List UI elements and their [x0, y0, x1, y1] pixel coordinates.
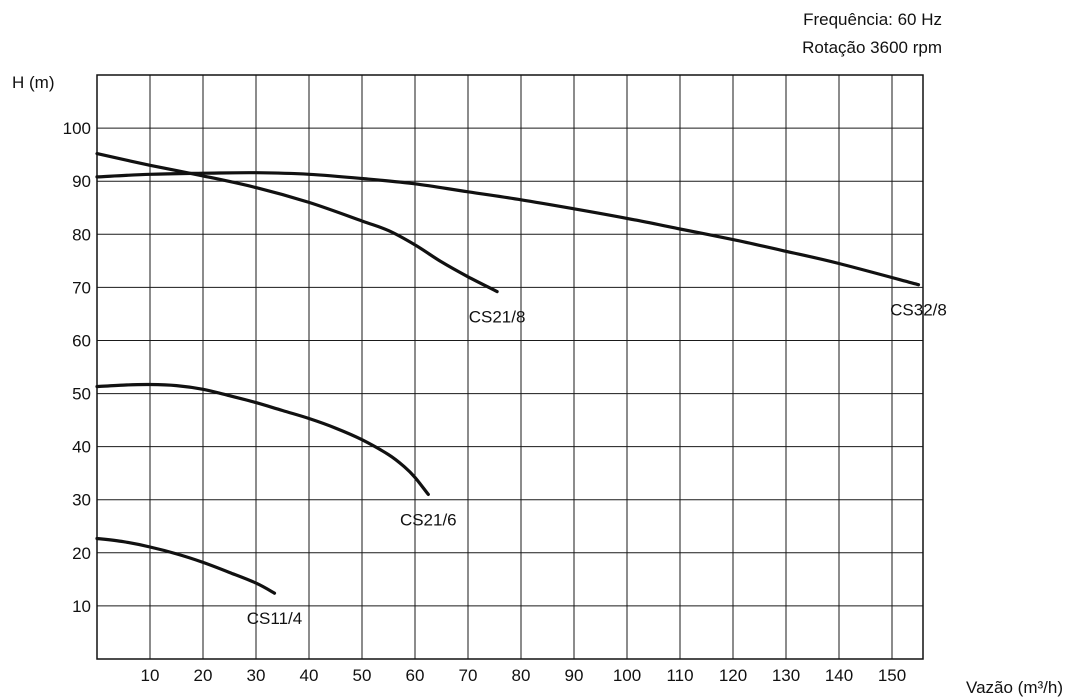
frequency-note: Frequência: 60 Hz [803, 10, 942, 29]
x-tick-label: 130 [772, 666, 800, 685]
y-tick-label: 50 [72, 385, 91, 404]
y-tick-label: 30 [72, 491, 91, 510]
curves [95, 152, 921, 595]
plot-frame [96, 74, 924, 660]
x-tick-label: 140 [825, 666, 853, 685]
tick-labels: 10 20 30 40 50 60 70 80 90 100 110 120 130 140 150 10 20… [63, 119, 907, 685]
curve-labels: CS21/8 CS32/8 CS21/6 CS11/4 [247, 301, 947, 629]
x-tick-label: 150 [878, 666, 906, 685]
curve-label-cs11-4: CS11/4 [247, 609, 302, 628]
x-tick-label: 50 [353, 666, 372, 685]
y-axis-title: H (m) [12, 73, 54, 92]
y-tick-label: 10 [72, 597, 91, 616]
y-tick-label: 80 [72, 225, 91, 244]
x-tick-label: 30 [247, 666, 266, 685]
curve-cs32-8 [95, 171, 921, 287]
x-tick-label: 90 [565, 666, 584, 685]
x-tick-label: 40 [300, 666, 319, 685]
curve-cs21-6 [95, 382, 430, 496]
curve-label-cs21-6: CS21/6 [400, 510, 457, 529]
rotation-note: Rotação 3600 rpm [802, 38, 942, 57]
y-tick-label: 60 [72, 332, 91, 351]
x-tick-label: 120 [719, 666, 747, 685]
y-tick-label: 70 [72, 278, 91, 297]
curve-label-cs21-8: CS21/8 [469, 308, 526, 327]
y-tick-label: 20 [72, 544, 91, 563]
x-tick-label: 20 [194, 666, 213, 685]
x-tick-label: 110 [666, 666, 693, 685]
x-tick-label: 60 [406, 666, 425, 685]
y-tick-label: 100 [63, 119, 91, 138]
x-tick-label: 100 [613, 666, 641, 685]
x-tick-label: 70 [459, 666, 478, 685]
x-axis-title: Vazão (m³/h) [966, 678, 1063, 697]
y-tick-label: 90 [72, 172, 91, 191]
grid [97, 75, 923, 659]
x-tick-label: 10 [141, 666, 160, 685]
x-tick-label: 80 [512, 666, 531, 685]
curve-cs11-4 [95, 536, 277, 595]
curve-label-cs32-8: CS32/8 [890, 301, 947, 320]
y-tick-label: 40 [72, 438, 91, 457]
